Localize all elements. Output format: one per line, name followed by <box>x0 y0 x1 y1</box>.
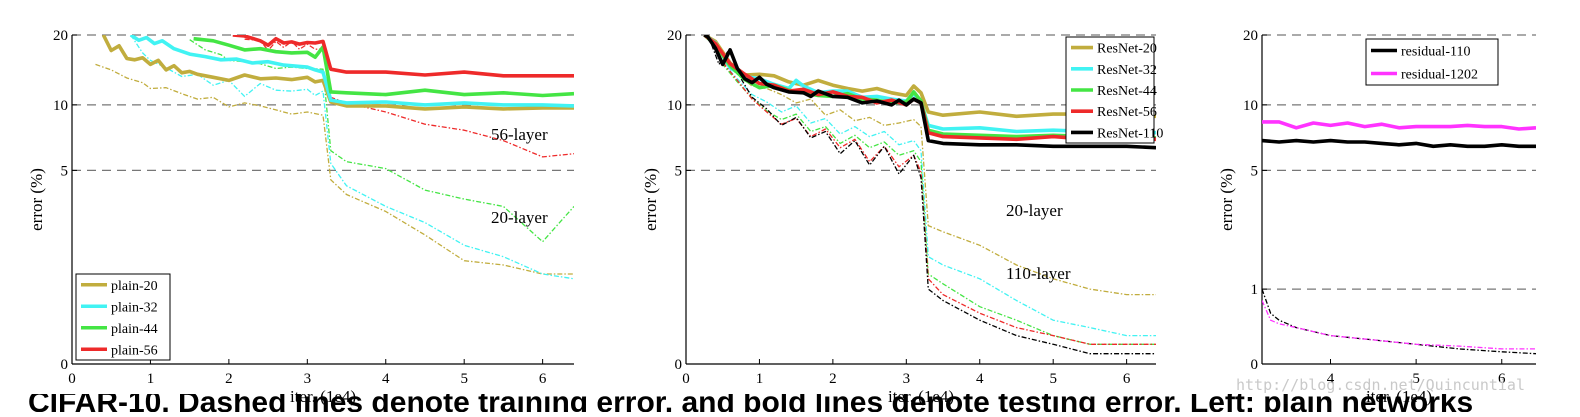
x-axis-label: iter. (1e4) <box>290 387 356 406</box>
plain-32-test-line <box>129 35 574 108</box>
legend-box <box>1365 38 1499 86</box>
legend-label: ResNet-110 <box>1097 126 1163 141</box>
ResNet-56-test-line <box>703 35 1156 142</box>
x-tick-label: 0 <box>682 371 690 387</box>
training-train-line <box>1262 300 1536 350</box>
x-tick-label: 5 <box>460 371 468 387</box>
y-tick-label: 10 <box>53 98 68 114</box>
y-tick-label: 0 <box>675 357 683 373</box>
y-tick-label: 1 <box>1251 282 1259 298</box>
legend-label: plain-32 <box>111 300 158 315</box>
legend-label: plain-20 <box>111 279 158 294</box>
ResNet-110-test-line <box>703 35 1156 150</box>
training-train-line <box>95 63 574 275</box>
x-tick-label: 3 <box>304 371 312 387</box>
y-tick-label: 5 <box>675 163 683 179</box>
plot-area <box>95 35 574 280</box>
x-tick-label: 4 <box>382 371 390 387</box>
x-axis-label: iter. (1e4) <box>888 387 954 406</box>
annotation-label: 20-layer <box>1006 201 1063 220</box>
figure-caption: CIFAR-10. Dashed lines denote training e… <box>0 394 1580 412</box>
plain-56-test-line <box>232 35 574 78</box>
x-tick-label: 5 <box>1049 371 1057 387</box>
legend-label: residual-1202 <box>1401 68 1478 83</box>
y-tick-label: 20 <box>1243 28 1258 44</box>
residual-110-test-line <box>1262 138 1536 149</box>
x-tick-label: 1 <box>756 371 764 387</box>
x-tick-label: 1 <box>147 371 155 387</box>
x-tick-label: 6 <box>1123 371 1131 387</box>
legend-label: plain-44 <box>111 322 158 337</box>
training-train-line <box>130 35 574 280</box>
legend-label: ResNet-56 <box>1097 105 1157 120</box>
legend-label: ResNet-32 <box>1097 63 1157 78</box>
legend-label: ResNet-44 <box>1097 84 1157 99</box>
training-train-line <box>707 35 1156 337</box>
residual-deep-chart: 0 1 5 10 20 4 5 6 iter. (1e4) error (%) residual-1… <box>1217 28 1536 406</box>
annotation-label: 20-layer <box>491 208 548 227</box>
y-axis-label: error (%) <box>27 168 46 231</box>
training-train-line <box>707 35 1156 345</box>
legend-label: residual-110 <box>1401 45 1470 60</box>
x-tick-label: 4 <box>1327 371 1335 387</box>
y-tick-label: 5 <box>61 163 69 179</box>
ResNet-20-test-line <box>703 35 1156 119</box>
x-tick-label: 5 <box>1412 371 1420 387</box>
caption-text: CIFAR-10. Dashed lines denote training e… <box>28 394 1474 412</box>
y-tick-label: 20 <box>667 28 682 44</box>
y-axis-label: error (%) <box>641 168 660 231</box>
watermark: http://blog.csdn.net/Quincuntial <box>1236 376 1525 394</box>
plot-area <box>703 35 1156 355</box>
y-tick-label: 10 <box>667 98 682 114</box>
x-tick-label: 6 <box>539 371 547 387</box>
legend-box <box>75 273 171 361</box>
y-axis-label: error (%) <box>1217 168 1236 231</box>
legend-label: plain-56 <box>111 343 158 358</box>
y-tick-label: 20 <box>53 28 68 44</box>
training-train-line <box>1262 288 1536 355</box>
training-train-line <box>707 35 1156 355</box>
x-tick-label: 6 <box>1498 371 1506 387</box>
plain-20-test-line <box>101 35 574 111</box>
x-axis-label: iter. (1e4) <box>1366 387 1432 406</box>
x-tick-label: 3 <box>903 371 911 387</box>
training-train-line <box>244 38 574 158</box>
residual-1202-test-line <box>1262 120 1536 131</box>
y-tick-label: 0 <box>61 357 69 373</box>
x-tick-label: 2 <box>225 371 233 387</box>
y-tick-label: 10 <box>1243 98 1258 114</box>
x-tick-label: 4 <box>976 371 984 387</box>
y-tick-label: 5 <box>1251 163 1259 179</box>
plot-area <box>1262 120 1536 355</box>
plain-networks-chart: 0 5 10 20 0 1 2 3 4 5 6 iter. (1e4) error (%) 56-laye… <box>27 28 574 406</box>
x-tick-label: 0 <box>68 371 76 387</box>
legend-label: ResNet-20 <box>1097 42 1157 57</box>
resnet-chart: 0 5 10 20 0 1 2 3 4 5 6 iter. (1e4) error (%) 20-laye… <box>641 28 1163 406</box>
plain-44-test-line <box>193 36 574 98</box>
annotation-label: 56-layer <box>491 125 548 144</box>
annotation-label: 110-layer <box>1006 264 1071 283</box>
y-tick-label: 0 <box>1251 357 1259 373</box>
x-tick-label: 2 <box>829 371 837 387</box>
training-train-line <box>707 35 1156 345</box>
